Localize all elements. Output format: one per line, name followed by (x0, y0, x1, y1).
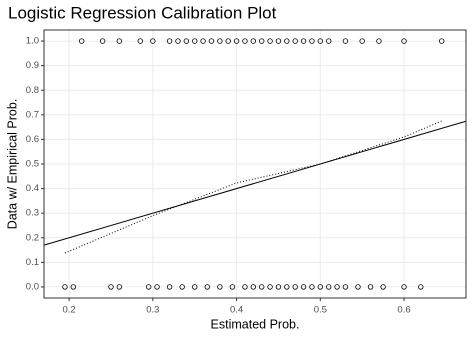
point (267, 284, 273, 290)
point (284, 38, 290, 44)
point (342, 38, 349, 44)
point (284, 284, 290, 290)
x-tick-label: 0.6 (397, 305, 410, 316)
point (70, 284, 77, 290)
y-tick-label: 0.0 (26, 281, 39, 292)
point (208, 38, 215, 44)
chart-title: Logistic Regression Calibration Plot (8, 3, 277, 22)
point (292, 284, 298, 290)
x-tick-label: 0.5 (314, 305, 327, 316)
point (99, 38, 106, 44)
point (300, 284, 307, 290)
point (242, 38, 248, 44)
point (317, 38, 324, 44)
y-axis-title: Data w/ Empirical Prob. (5, 99, 19, 230)
point (108, 284, 114, 290)
point (325, 284, 332, 290)
point (439, 38, 445, 44)
point (192, 38, 198, 44)
point (401, 38, 407, 44)
dotted-line (64, 120, 442, 254)
point (78, 38, 85, 44)
point (325, 38, 332, 44)
point (192, 284, 198, 290)
point (154, 284, 160, 290)
y-tick-label: 0.1 (26, 257, 39, 268)
point (380, 284, 386, 290)
point (401, 284, 407, 290)
point (309, 284, 315, 290)
point (225, 38, 231, 44)
point (250, 284, 257, 290)
point (317, 284, 324, 290)
point (355, 284, 361, 290)
point (229, 284, 236, 290)
point (183, 38, 190, 44)
point (204, 284, 210, 290)
point (275, 38, 282, 44)
point (150, 38, 156, 44)
point (179, 284, 185, 290)
point (359, 38, 365, 44)
point (217, 38, 223, 44)
point (258, 38, 265, 44)
y-tick-label: 0.9 (26, 60, 39, 71)
point (137, 38, 143, 44)
x-axis-title: Estimated Prob. (211, 317, 300, 331)
point (166, 38, 173, 44)
y-tick-label: 0.6 (26, 134, 39, 145)
point (334, 284, 340, 290)
point (200, 38, 206, 44)
point (342, 284, 349, 290)
x-tick-label: 0.4 (230, 305, 243, 316)
y-tick-label: 0.8 (26, 85, 39, 96)
point (258, 284, 265, 290)
point (292, 38, 298, 44)
x-tick-label: 0.3 (146, 305, 159, 316)
y-tick-label: 0.4 (26, 183, 39, 194)
point (242, 284, 248, 290)
y-tick-label: 0.2 (26, 232, 39, 243)
y-tick-label: 1.0 (26, 36, 39, 47)
point (275, 284, 282, 290)
point (233, 38, 240, 44)
panel-border (43, 29, 467, 299)
point (367, 284, 374, 290)
point (166, 284, 173, 290)
y-tick-label: 0.7 (26, 109, 39, 120)
point (62, 284, 68, 290)
point (300, 38, 307, 44)
point (376, 38, 382, 44)
solid-line (43, 120, 467, 246)
y-tick-label: 0.5 (26, 159, 39, 170)
y-tick-label: 0.3 (26, 208, 39, 219)
point (217, 284, 223, 290)
point (309, 38, 315, 44)
point (116, 284, 123, 290)
point (175, 38, 181, 44)
x-tick-label: 0.2 (63, 305, 76, 316)
point (116, 38, 123, 44)
point (267, 38, 273, 44)
point (418, 284, 424, 290)
point (145, 284, 152, 290)
point (250, 38, 257, 44)
